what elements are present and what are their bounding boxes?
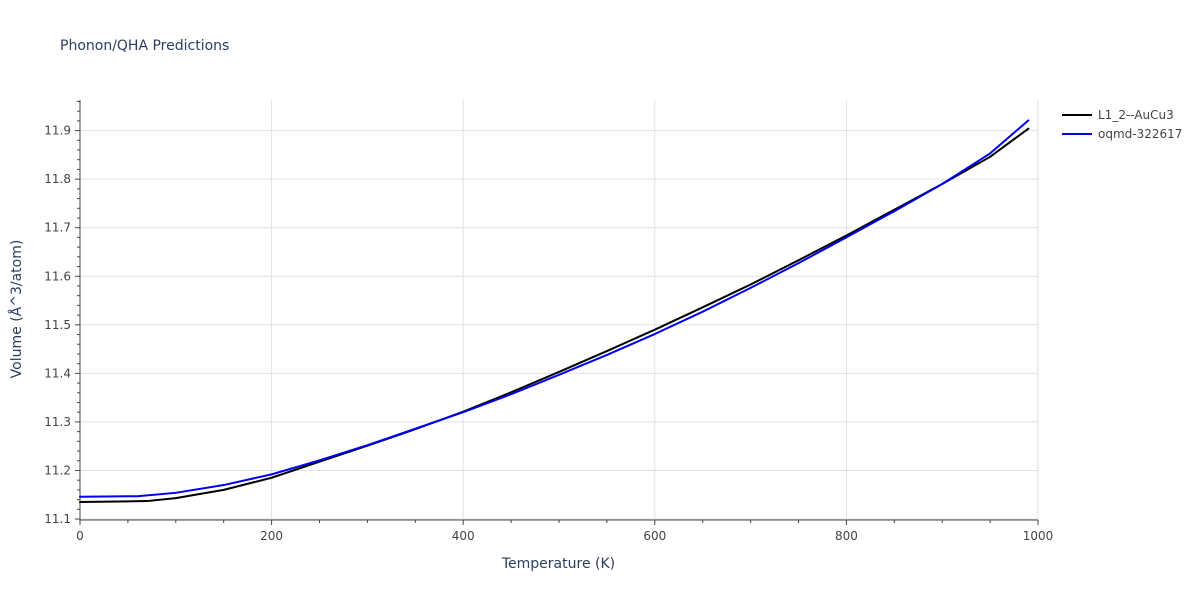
y-tick-label: 11.3 xyxy=(44,415,71,429)
x-tick-label: 200 xyxy=(260,529,283,543)
legend-item-1[interactable]: oqmd-322617 xyxy=(1062,127,1182,141)
series-line-l1-2-aucu3[interactable] xyxy=(79,127,1030,504)
x-tick-label: 0 xyxy=(76,529,84,543)
grid-layer xyxy=(80,100,1039,520)
y-tick-label: 11.5 xyxy=(44,318,71,332)
axis-layer: 0 200 400 600 800 1000 11.1 11.2 11.3 11.4 11.5 11.… xyxy=(44,100,1053,543)
y-tick-label: 11.6 xyxy=(44,269,71,283)
y-tick-label: 11.2 xyxy=(44,463,71,477)
legend: L1_2--AuCu3 oqmd-322617 xyxy=(1062,108,1182,141)
legend-label-l1-2-aucu3: L1_2--AuCu3 xyxy=(1098,108,1174,122)
y-tick-label: 11.4 xyxy=(44,366,71,380)
y-axis-title: Volume (Å^3/atom) xyxy=(8,240,25,379)
chart-title: Phonon/QHA Predictions xyxy=(60,38,229,54)
y-tick-label: 11.7 xyxy=(44,221,71,235)
legend-label-oqmd-322617: oqmd-322617 xyxy=(1098,127,1182,141)
y-tick-label: 11.9 xyxy=(44,124,71,138)
y-tick-label: 11.8 xyxy=(44,172,71,186)
x-tick-label: 600 xyxy=(643,529,666,543)
x-tick-label: 1000 xyxy=(1023,529,1054,543)
series-line-oqmd-322617[interactable] xyxy=(79,119,1030,498)
x-tick-label: 400 xyxy=(452,529,475,543)
y-tick-label: 11.1 xyxy=(44,512,71,526)
legend-item-0[interactable]: L1_2--AuCu3 xyxy=(1062,108,1174,122)
series-layer xyxy=(79,119,1030,504)
x-axis-title: Temperature (K) xyxy=(501,556,615,572)
x-tick-label: 800 xyxy=(835,529,858,543)
